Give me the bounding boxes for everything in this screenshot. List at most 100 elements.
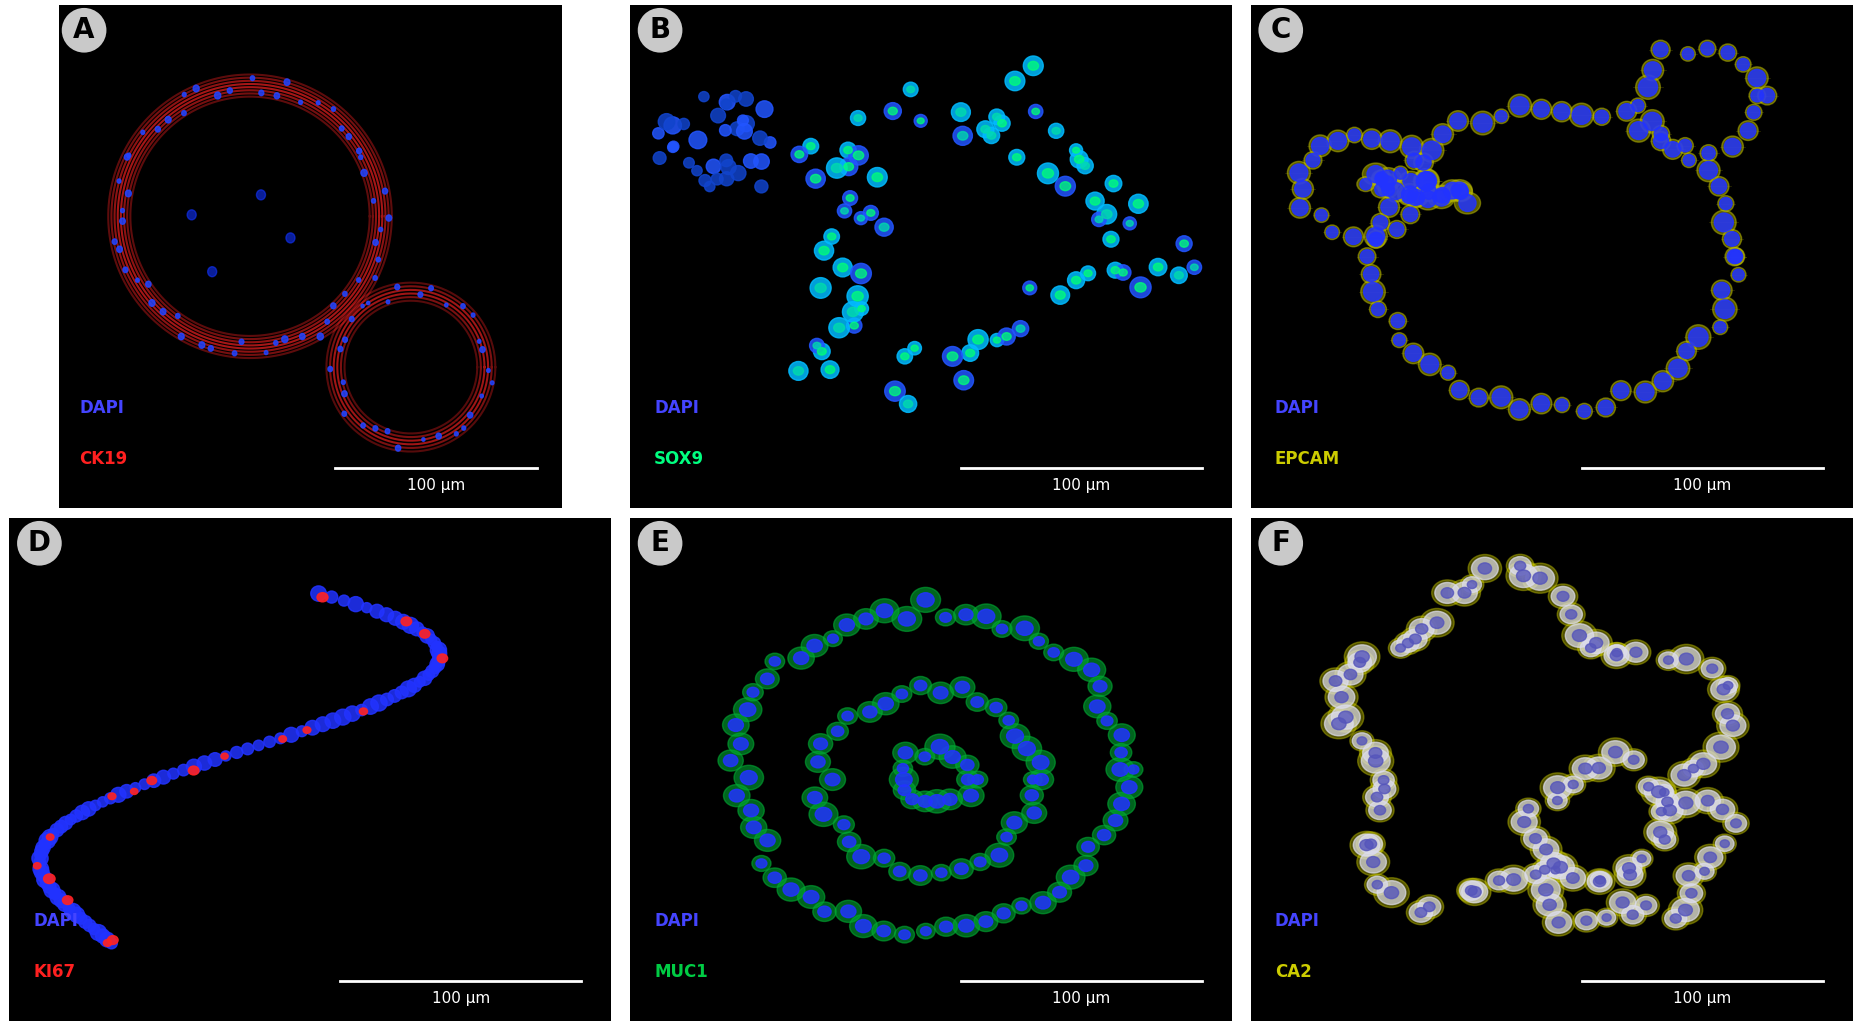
Ellipse shape [1108, 723, 1136, 746]
Ellipse shape [1531, 393, 1551, 413]
Ellipse shape [89, 800, 101, 811]
Ellipse shape [1572, 758, 1598, 780]
Ellipse shape [1370, 792, 1383, 802]
Ellipse shape [1326, 683, 1357, 711]
Ellipse shape [1009, 616, 1039, 640]
Ellipse shape [1553, 104, 1570, 120]
Ellipse shape [1035, 897, 1050, 909]
Ellipse shape [179, 333, 184, 340]
Ellipse shape [1730, 819, 1741, 828]
Ellipse shape [1348, 129, 1361, 141]
Ellipse shape [1553, 862, 1568, 873]
Ellipse shape [1577, 637, 1603, 659]
Ellipse shape [1534, 102, 1549, 117]
Ellipse shape [1529, 834, 1542, 843]
Ellipse shape [1059, 182, 1071, 191]
Ellipse shape [972, 604, 1002, 629]
Ellipse shape [1506, 874, 1521, 885]
Ellipse shape [1128, 194, 1149, 213]
Ellipse shape [1499, 868, 1527, 892]
Ellipse shape [1560, 868, 1585, 889]
Ellipse shape [1707, 664, 1717, 673]
Ellipse shape [359, 708, 367, 715]
Ellipse shape [719, 171, 734, 186]
Ellipse shape [358, 278, 361, 282]
Ellipse shape [1130, 277, 1151, 298]
Ellipse shape [851, 322, 858, 329]
Ellipse shape [1045, 644, 1063, 661]
Ellipse shape [311, 586, 326, 601]
Ellipse shape [1367, 876, 1387, 894]
Ellipse shape [335, 709, 350, 725]
Ellipse shape [1449, 182, 1473, 201]
Ellipse shape [789, 361, 808, 381]
Ellipse shape [728, 734, 754, 755]
Ellipse shape [1497, 865, 1531, 894]
Ellipse shape [1028, 775, 1039, 784]
Ellipse shape [361, 423, 365, 428]
Ellipse shape [1326, 227, 1339, 238]
Ellipse shape [1372, 215, 1387, 230]
Ellipse shape [1735, 56, 1750, 72]
Ellipse shape [1598, 400, 1612, 415]
Ellipse shape [795, 151, 804, 158]
Ellipse shape [74, 805, 89, 820]
Ellipse shape [959, 608, 974, 621]
Ellipse shape [149, 300, 155, 307]
Ellipse shape [1583, 632, 1609, 654]
Ellipse shape [395, 686, 408, 699]
Ellipse shape [955, 863, 968, 874]
Ellipse shape [264, 737, 276, 748]
Ellipse shape [54, 820, 67, 833]
Ellipse shape [855, 919, 871, 933]
Ellipse shape [1715, 704, 1739, 724]
Ellipse shape [1093, 825, 1115, 844]
Text: B: B [650, 16, 670, 44]
Ellipse shape [361, 602, 372, 613]
Ellipse shape [724, 754, 737, 766]
Ellipse shape [1545, 911, 1572, 934]
Ellipse shape [849, 914, 877, 938]
Ellipse shape [1592, 762, 1605, 774]
Ellipse shape [1579, 763, 1592, 774]
Ellipse shape [823, 631, 842, 646]
Ellipse shape [1344, 642, 1380, 672]
Ellipse shape [32, 851, 48, 866]
Ellipse shape [1400, 205, 1421, 224]
Ellipse shape [1356, 832, 1385, 856]
Ellipse shape [1579, 405, 1590, 418]
Ellipse shape [48, 887, 61, 900]
Ellipse shape [1624, 642, 1648, 662]
Ellipse shape [808, 802, 838, 826]
Ellipse shape [897, 747, 912, 759]
Ellipse shape [1629, 98, 1646, 113]
Ellipse shape [1009, 150, 1024, 165]
Ellipse shape [343, 411, 346, 417]
Ellipse shape [1050, 286, 1069, 305]
Ellipse shape [346, 133, 352, 140]
Ellipse shape [1175, 272, 1184, 279]
Ellipse shape [1659, 652, 1678, 668]
Ellipse shape [1335, 662, 1367, 687]
Ellipse shape [1676, 865, 1700, 886]
Ellipse shape [683, 158, 695, 168]
Ellipse shape [1115, 776, 1143, 798]
Ellipse shape [1056, 865, 1086, 890]
Ellipse shape [1700, 145, 1717, 161]
Ellipse shape [1471, 557, 1499, 580]
Ellipse shape [1668, 644, 1704, 674]
Ellipse shape [847, 844, 875, 869]
Ellipse shape [343, 391, 346, 397]
Ellipse shape [1343, 227, 1363, 247]
Ellipse shape [125, 154, 130, 160]
Ellipse shape [1372, 780, 1396, 798]
Ellipse shape [1748, 87, 1765, 104]
Ellipse shape [1080, 860, 1093, 871]
Ellipse shape [1100, 716, 1113, 725]
Ellipse shape [182, 111, 186, 116]
Ellipse shape [873, 693, 899, 715]
Ellipse shape [741, 817, 767, 838]
Ellipse shape [721, 98, 732, 109]
Ellipse shape [1663, 656, 1674, 664]
Ellipse shape [1680, 883, 1702, 903]
